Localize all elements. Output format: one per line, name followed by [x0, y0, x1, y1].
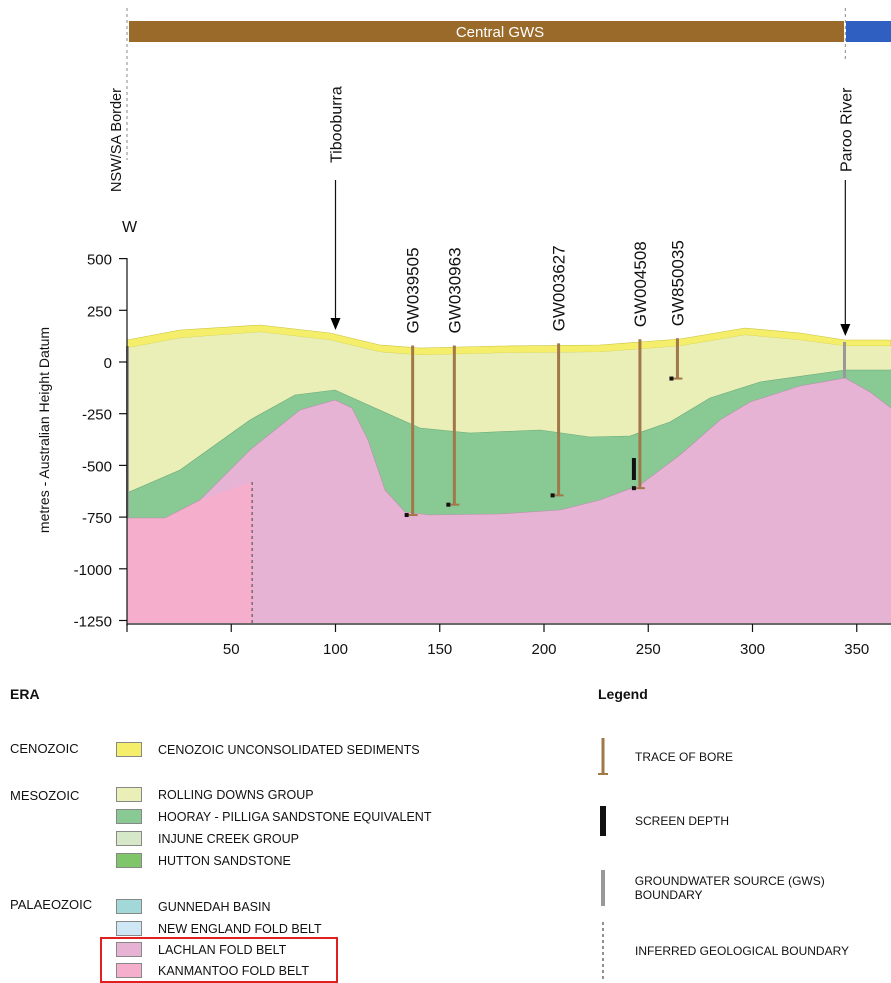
x-tick-label: 200 — [531, 641, 556, 658]
screen-depth — [404, 513, 409, 518]
screen-depth — [669, 376, 674, 381]
unit-label: NEW ENGLAND FOLD BELT — [158, 921, 322, 936]
screen-depth — [631, 458, 636, 480]
legend-label: GROUNDWATER SOURCE (GWS) BOUNDARY — [634, 874, 825, 902]
bore-label: GW850035 — [668, 240, 687, 326]
geology-layers — [126, 324, 891, 623]
era-heading: ERA — [10, 686, 40, 702]
bore-trace-icon — [596, 738, 610, 776]
unit-cenozoic-sediments: CENOZOIC UNCONSOLIDATED SEDIMENTS — [116, 741, 420, 758]
layer-rolling-downs — [127, 332, 891, 493]
swatch-rolling-downs — [116, 787, 142, 802]
x-tick-label: 300 — [740, 641, 765, 658]
screen-depth-icon — [596, 806, 610, 836]
swatch-kanmantoo — [116, 963, 142, 978]
legend-item-screen-depth: SCREEN DEPTH — [596, 806, 729, 836]
lachlan-outline — [127, 377, 891, 519]
bore-traces: GW039505 GW030963 GW003627 GW004508 GW850035 — [404, 240, 687, 518]
unit-kanmantoo: KANMANTOO FOLD BELT — [116, 962, 309, 979]
unit-label: HUTTON SANDSTONE — [158, 853, 291, 868]
swatch-new-england — [116, 921, 142, 936]
layer-kanmantoo — [127, 482, 253, 623]
legend-label: INFERRED GEOLOGICAL BOUNDARY — [635, 944, 850, 958]
x-tick-label: 50 — [223, 641, 240, 658]
swatch-gunnedah — [116, 899, 142, 914]
era-mesozoic: MESOZOIC — [10, 788, 80, 803]
unit-label: HOORAY - PILLIGA SANDSTONE EQUIVALENT — [158, 809, 432, 824]
unit-gunnedah: GUNNEDAH BASIN — [116, 898, 271, 915]
x-tick-label: 150 — [427, 641, 452, 658]
place-markers: NSW/SA Border Tibooburra Paroo River W — [109, 8, 855, 336]
place-label: Paroo River — [838, 87, 855, 172]
unit-hutton: HUTTON SANDSTONE — [116, 852, 291, 869]
screen-depth — [550, 493, 555, 498]
y-tick-label: 500 — [87, 252, 112, 269]
legend-item-bore-trace: TRACE OF BORE — [596, 738, 733, 776]
era-cenozoic: CENOZOIC — [10, 741, 79, 756]
era-palaeozoic: PALAEOZOIC — [10, 897, 93, 912]
arrow-head — [330, 318, 341, 330]
unit-rolling-downs: ROLLING DOWNS GROUP — [116, 786, 314, 803]
screen-depth — [446, 502, 451, 507]
y-tick-label: -1250 — [74, 614, 112, 631]
bore-label: GW039505 — [404, 247, 423, 333]
hooray-outline — [126, 369, 891, 494]
layer-lachlan — [127, 378, 891, 623]
unit-label: KANMANTOO FOLD BELT — [158, 963, 309, 978]
legend-label: TRACE OF BORE — [635, 750, 734, 764]
legend-item-gws-boundary: GROUNDWATER SOURCE (GWS) BOUNDARY — [596, 870, 891, 906]
arrow-head — [840, 324, 851, 336]
x-tick-label: 100 — [323, 641, 348, 658]
inferred-boundary-icon — [596, 922, 610, 980]
swatch-hooray — [116, 809, 142, 824]
bore-label: GW003627 — [550, 245, 569, 331]
place-label: Tibooburra — [329, 86, 346, 163]
gws-bar-label: Central GWS — [456, 24, 544, 41]
swatch-lachlan — [116, 942, 142, 957]
gws-bar: Central GWS — [129, 21, 891, 42]
legend-heading: Legend — [598, 686, 648, 702]
x-tick-label: 250 — [636, 641, 661, 658]
unit-label: CENOZOIC UNCONSOLIDATED SEDIMENTS — [158, 742, 420, 757]
bore-label: GW004508 — [631, 241, 650, 327]
y-tick-label: -1000 — [74, 562, 112, 579]
y-tick-label: 250 — [87, 303, 112, 320]
unit-label: GUNNEDAH BASIN — [158, 899, 271, 914]
unit-lachlan: LACHLAN FOLD BELT — [116, 941, 286, 958]
y-tick-label: 0 — [104, 355, 112, 372]
y-tick-label: -250 — [82, 407, 112, 424]
unit-hooray: HOORAY - PILLIGA SANDSTONE EQUIVALENT — [116, 808, 431, 825]
x-tick-label: 350 — [844, 641, 869, 658]
cross-section-diagram: GW039505 GW030963 GW003627 GW004508 GW850035… — [36, 8, 891, 658]
screen-depth — [631, 486, 636, 491]
gws-boundary-east — [843, 342, 846, 378]
unit-label: ROLLING DOWNS GROUP — [158, 787, 314, 802]
unit-injune-creek: INJUNE CREEK GROUP — [116, 830, 299, 847]
axes: 500 250 0 -250 -500 -750 -1000 -1250 50 100 150 200… — [36, 252, 891, 658]
gws-bar-central — [129, 21, 844, 42]
layer-hooray — [127, 370, 891, 518]
place-label: NSW/SA Border — [109, 88, 125, 192]
direction-label: W — [122, 219, 138, 236]
unit-label: LACHLAN FOLD BELT — [158, 942, 287, 957]
y-axis-title: metres - Australian Height Datum — [36, 327, 52, 533]
y-tick-label: -750 — [82, 510, 112, 527]
swatch-cenozoic — [116, 742, 142, 757]
unit-new-england: NEW ENGLAND FOLD BELT — [116, 920, 322, 937]
highlight-box — [100, 937, 338, 983]
legend-item-inferred-boundary: INFERRED GEOLOGICAL BOUNDARY — [596, 922, 849, 980]
swatch-injune-creek — [116, 831, 142, 846]
unit-label: INJUNE CREEK GROUP — [158, 831, 299, 846]
gws-bar-next — [846, 21, 891, 42]
gws-boundary-icon — [596, 870, 610, 906]
legend-label: SCREEN DEPTH — [635, 814, 730, 828]
bore-label: GW030963 — [445, 247, 464, 333]
swatch-hutton — [116, 853, 142, 868]
y-tick-label: -500 — [82, 458, 112, 475]
